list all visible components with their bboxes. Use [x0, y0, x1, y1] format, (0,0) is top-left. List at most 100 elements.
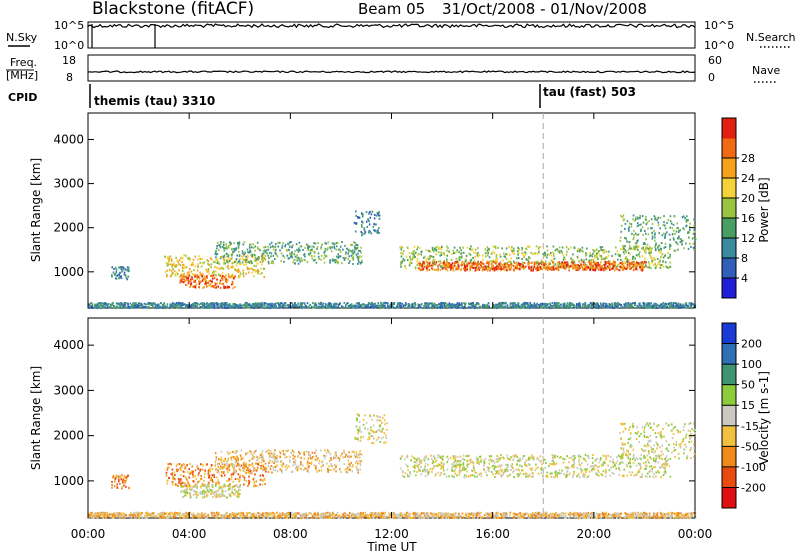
scatter-cell	[129, 307, 132, 310]
scatter-cell	[490, 260, 493, 263]
scatter-cell	[173, 270, 176, 273]
scatter-cell	[354, 456, 357, 459]
scatter-cell	[596, 305, 598, 308]
scatter-cell	[218, 274, 221, 277]
scatter-cell	[643, 248, 645, 251]
scatter-cell	[633, 264, 635, 267]
scatter-cell	[243, 264, 245, 266]
scatter-cell	[633, 246, 636, 249]
scatter-cell	[184, 303, 186, 306]
scatter-cell	[184, 491, 186, 494]
cpid-label: CPID	[8, 91, 37, 104]
scatter-cell	[641, 215, 644, 218]
scatter-cell	[203, 484, 206, 487]
scatter-cell	[486, 305, 489, 308]
scatter-cell	[107, 305, 109, 308]
scatter-cell	[367, 219, 370, 221]
scatter-cell	[419, 268, 421, 271]
scatter-cell	[220, 471, 223, 474]
scatter-cell	[196, 485, 198, 488]
scatter-cell	[140, 306, 143, 309]
scatter-cell	[201, 490, 204, 493]
scatter-cell	[425, 305, 427, 308]
scatter-cell	[170, 260, 173, 262]
scatter-cell	[485, 268, 488, 271]
scatter-cell	[448, 302, 451, 305]
scatter-cell	[210, 258, 213, 261]
scatter-cell	[350, 303, 353, 306]
scatter-cell	[627, 241, 630, 244]
scatter-cell	[545, 305, 547, 308]
scatter-cell	[687, 247, 690, 250]
scatter-cell	[683, 247, 685, 250]
scatter-cell	[572, 253, 574, 256]
scatter-cell	[202, 278, 204, 281]
scatter-cell	[170, 263, 172, 266]
scatter-cell	[168, 256, 170, 259]
scatter-cell	[694, 238, 697, 241]
scatter-cell	[147, 303, 149, 306]
scatter-cell	[194, 304, 196, 307]
scatter-cell	[534, 262, 537, 265]
scatter-cell	[573, 263, 576, 266]
scatter-cell	[213, 491, 216, 494]
scatter-cell	[225, 307, 227, 309]
scatter-cell	[113, 268, 115, 270]
scatter-cell	[341, 262, 343, 265]
scatter-cell	[551, 305, 553, 307]
scatter-cell	[547, 265, 550, 268]
scatter-cell	[224, 276, 226, 279]
scatter-cell	[243, 275, 245, 278]
scatter-cell	[299, 260, 302, 263]
scatter-cell	[256, 262, 258, 265]
scatter-cell	[354, 242, 357, 244]
scatter-cell	[572, 259, 574, 262]
scatter-cell	[284, 243, 287, 246]
scatter-cell	[681, 240, 683, 242]
scatter-cell	[495, 258, 498, 261]
scatter-cell	[119, 307, 122, 309]
scatter-cell	[183, 278, 186, 281]
scatter-cell	[282, 254, 284, 257]
scatter-cell	[221, 490, 223, 493]
scatter-cell	[234, 302, 236, 305]
scatter-cell	[217, 466, 219, 468]
scatter-cell	[453, 263, 456, 266]
scatter-cell	[516, 250, 519, 253]
scatter-cell	[594, 266, 596, 269]
scatter-cell	[292, 304, 294, 307]
scatter-cell	[210, 285, 212, 288]
scatter-cell	[267, 303, 269, 306]
scatter-cell	[308, 306, 310, 309]
scatter-cell	[175, 264, 178, 267]
scatter-cell	[181, 267, 184, 270]
scatter-cell	[397, 304, 399, 307]
scatter-cell	[369, 230, 371, 233]
scatter-cell	[250, 243, 252, 246]
scatter-cell	[417, 254, 419, 257]
scatter-cell	[550, 267, 552, 270]
scatter-cell	[187, 471, 189, 474]
scatter-cell	[281, 302, 283, 305]
scatter-cell	[418, 247, 421, 250]
scatter-cell	[166, 468, 169, 471]
scatter-cell	[433, 248, 436, 251]
scatter-cell	[111, 486, 113, 489]
scatter-cell	[220, 495, 222, 498]
scatter-cell	[306, 243, 309, 246]
colorbar-tick-label: 28	[741, 152, 755, 165]
scatter-cell	[195, 491, 198, 494]
scatter-cell	[472, 262, 475, 265]
scatter-cell	[163, 303, 165, 305]
scatter-cell	[202, 464, 205, 467]
scatter-cell	[551, 251, 554, 254]
scatter-cell	[423, 263, 425, 266]
scatter-cell	[210, 478, 212, 481]
scatter-cell	[613, 307, 615, 309]
scatter-cell	[276, 302, 278, 305]
scatter-cell	[215, 496, 218, 498]
scatter-cell	[630, 225, 633, 228]
scatter-cell	[208, 474, 211, 477]
scatter-cell	[675, 302, 678, 305]
scatter-cell	[261, 456, 263, 458]
